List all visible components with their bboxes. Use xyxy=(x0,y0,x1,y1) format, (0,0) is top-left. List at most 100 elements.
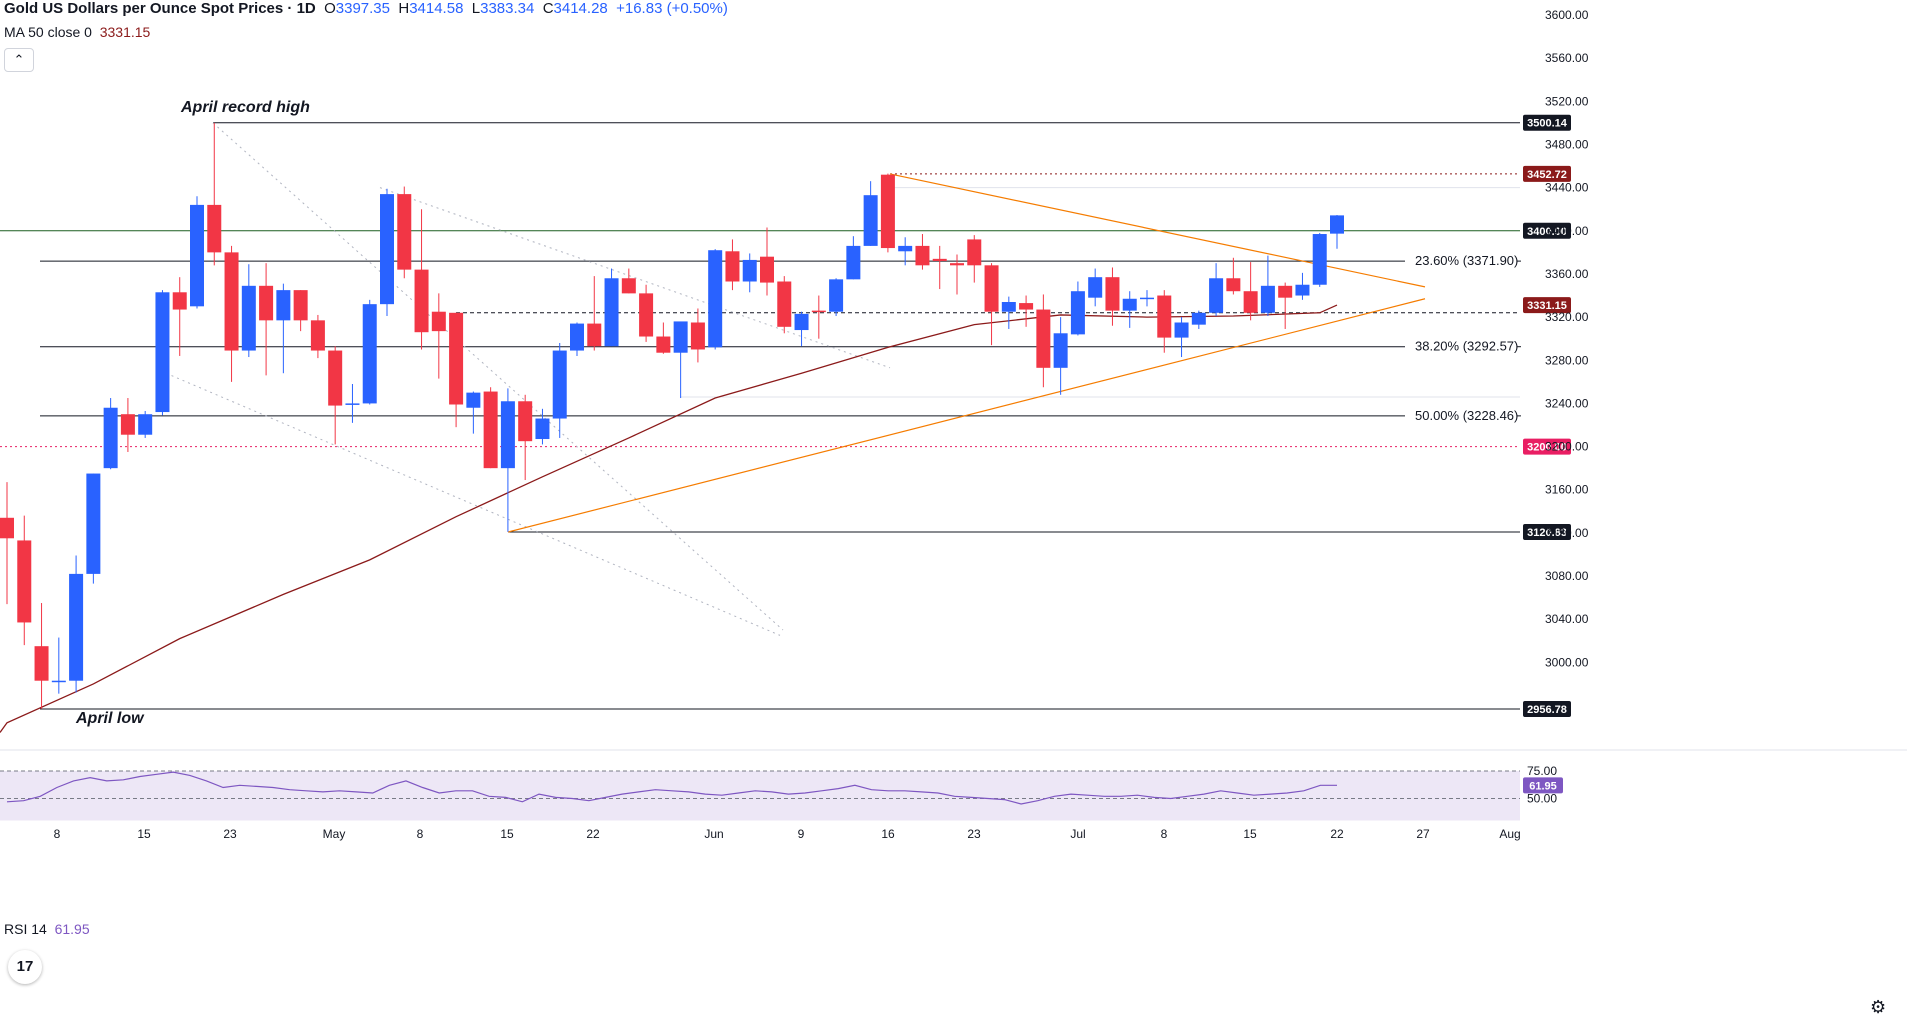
open-value: 3397.35 xyxy=(335,0,390,17)
candle-body xyxy=(967,239,982,266)
candle-body xyxy=(829,279,844,312)
settings-gear-icon[interactable]: ⚙ xyxy=(1870,997,1887,1017)
x-tick-label: Aug xyxy=(1499,827,1520,841)
level-3400-tag-label: 3400.00 xyxy=(1527,226,1567,238)
candle-body xyxy=(1122,298,1137,311)
candle-body xyxy=(1295,284,1310,296)
candle-body xyxy=(846,245,861,280)
candle-body xyxy=(1226,278,1241,292)
april-record-high-tag xyxy=(1523,114,1571,131)
high-3452-tag-label: 3452.72 xyxy=(1527,169,1567,181)
april-low-annotation: April low xyxy=(75,710,145,727)
x-tick-label: 23 xyxy=(223,827,237,841)
candle-body xyxy=(1278,285,1293,298)
candle-body xyxy=(1191,312,1206,325)
channel-mid-line xyxy=(379,187,891,369)
candle-body xyxy=(535,418,550,440)
level-3400-tag xyxy=(1523,222,1571,239)
rsi-label: RSI 14 xyxy=(4,921,47,937)
candle-body xyxy=(621,278,636,294)
y-tick-label: 3080.00 xyxy=(1545,569,1589,583)
candle-body xyxy=(1174,322,1189,338)
x-tick-label: 23 xyxy=(967,827,981,841)
candle-body xyxy=(639,293,654,337)
candle-body xyxy=(34,646,49,681)
candle-body xyxy=(1312,234,1327,285)
high-3452-tag xyxy=(1523,165,1571,182)
candle-body xyxy=(138,414,153,435)
candle-body xyxy=(0,517,14,539)
x-tick-label: Jun xyxy=(704,827,723,841)
low-label: L xyxy=(471,0,481,17)
rsi-value: 61.95 xyxy=(54,921,90,937)
candle-body xyxy=(190,204,204,307)
close-label: C xyxy=(542,0,554,17)
candle-body xyxy=(984,265,999,312)
candle-body xyxy=(777,281,792,327)
x-tick-label: 8 xyxy=(1161,827,1168,841)
candle-body xyxy=(1157,295,1172,338)
level-3120-tag-label: 3120.83 xyxy=(1527,527,1567,539)
candle-body xyxy=(241,285,256,351)
candle-body xyxy=(932,258,947,261)
candle-body xyxy=(466,392,481,408)
rsi-legend[interactable]: RSI 14 61.95 xyxy=(4,921,90,937)
y-tick-label: 3320.00 xyxy=(1545,310,1589,324)
candle-body xyxy=(328,350,343,406)
ma-legend[interactable]: MA 50 close 0 3331.15 xyxy=(4,24,150,40)
rsi-line xyxy=(6,771,1337,805)
candle-body xyxy=(51,680,66,683)
rsi-band xyxy=(0,771,1520,821)
y-tick-label: 3600.00 xyxy=(1545,8,1589,22)
low-value: 3383.34 xyxy=(480,0,535,17)
candle-body xyxy=(518,401,533,442)
candle-body xyxy=(708,250,723,348)
x-tick-label: 22 xyxy=(586,827,600,841)
candle-body xyxy=(690,322,705,350)
channel-upper-line xyxy=(212,122,784,631)
x-tick-label: 16 xyxy=(881,827,895,841)
candle-body xyxy=(552,350,567,419)
y-tick-label: 3480.00 xyxy=(1545,137,1589,151)
fib-50-label: 50.00% (3228.46) xyxy=(1415,408,1518,423)
ma50-line xyxy=(0,304,1338,733)
chart-header: Gold US Dollars per Ounce Spot Prices · … xyxy=(4,0,728,17)
triangle-lower-line xyxy=(507,298,1426,533)
tradingview-logo-icon[interactable]: 17 xyxy=(8,950,42,984)
x-tick-label: 15 xyxy=(137,827,151,841)
candle-body xyxy=(155,292,170,413)
y-tick-label: 3440.00 xyxy=(1545,181,1589,195)
candle-body xyxy=(69,573,84,681)
candle-body xyxy=(259,285,274,321)
y-tick-label: 3400.00 xyxy=(1545,224,1589,238)
y-tick-label: 3240.00 xyxy=(1545,396,1589,410)
symbol-title[interactable]: Gold US Dollars per Ounce Spot Prices · … xyxy=(4,0,316,17)
candle-body xyxy=(915,245,930,266)
candle-body xyxy=(1019,303,1034,310)
candle-body xyxy=(483,391,498,469)
x-tick-label: 8 xyxy=(417,827,424,841)
high-label: H xyxy=(398,0,410,17)
y-tick-label: 3280.00 xyxy=(1545,353,1589,367)
candle-body xyxy=(17,540,32,623)
candle-body xyxy=(431,311,446,332)
candle-body xyxy=(863,195,878,246)
y-tick-label: 3120.00 xyxy=(1545,526,1589,540)
april-low-tag xyxy=(1523,701,1571,717)
y-tick-label: 3360.00 xyxy=(1545,267,1589,281)
candle-body xyxy=(1105,277,1120,311)
y-tick-label: 3200.00 xyxy=(1545,440,1589,454)
april-record-high-tag-label: 3500.14 xyxy=(1527,118,1568,130)
x-tick-label: 9 xyxy=(798,827,805,841)
candle-body xyxy=(1260,285,1275,313)
x-tick-label: 27 xyxy=(1416,827,1430,841)
x-tick-label: 22 xyxy=(1330,827,1344,841)
rsi-value-tag xyxy=(1523,777,1563,794)
candle-body xyxy=(1243,291,1258,313)
candle-body xyxy=(86,473,101,574)
x-tick-label: Jul xyxy=(1070,827,1085,841)
candle-body xyxy=(276,290,291,321)
candle-body xyxy=(656,336,671,353)
collapse-legend-button[interactable]: ⌃ xyxy=(4,48,34,72)
